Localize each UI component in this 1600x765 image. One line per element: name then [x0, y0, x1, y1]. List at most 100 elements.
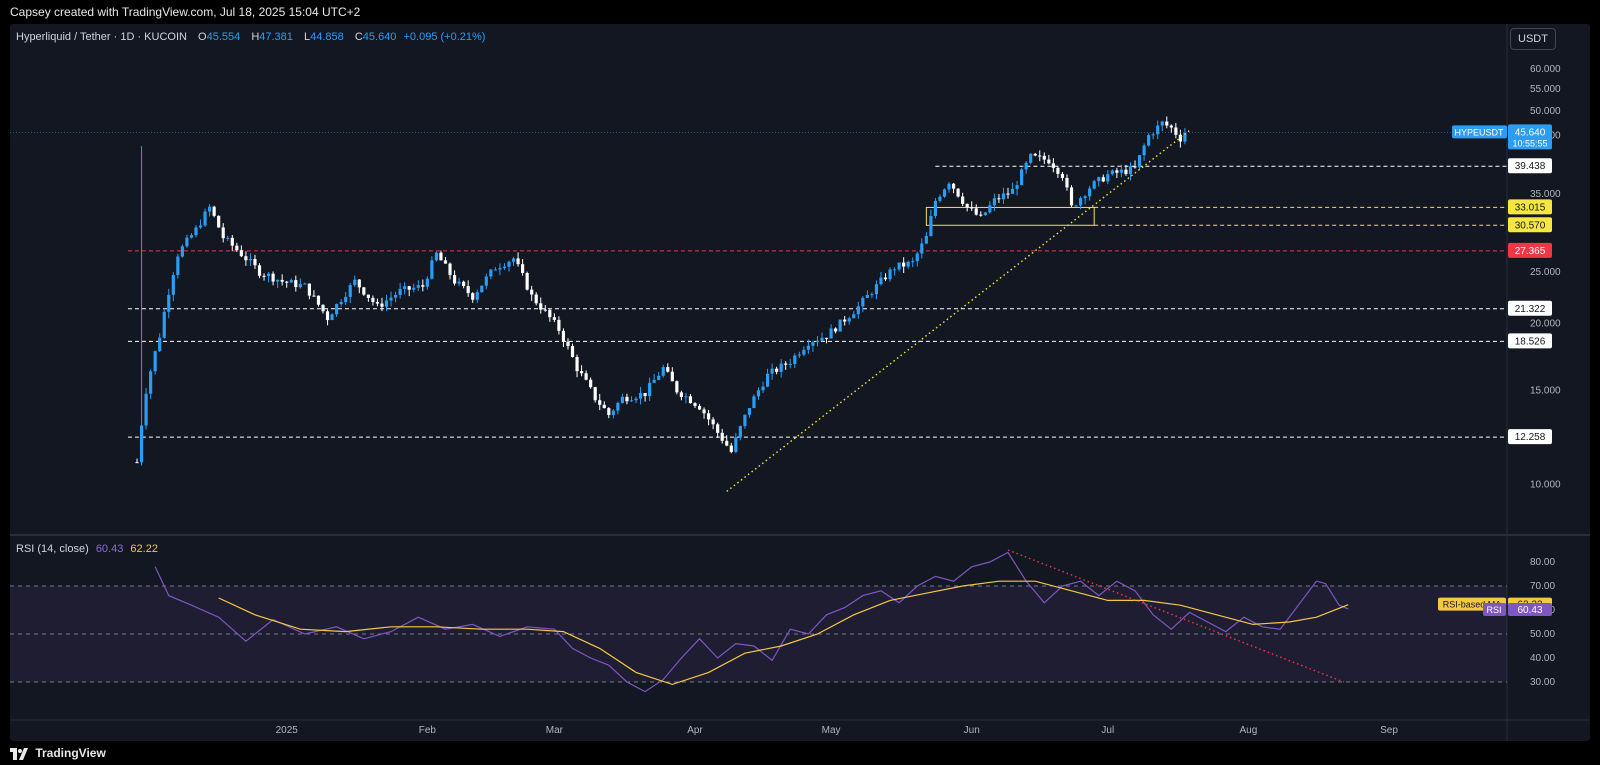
price-level-tag	[1508, 300, 1552, 316]
candle-body	[394, 294, 398, 298]
candle-body	[1083, 196, 1087, 199]
created-by-caption: Capsey created with TradingView.com, Jul…	[10, 5, 361, 19]
tradingview-logo[interactable]: TradingView	[10, 746, 106, 760]
candle-body	[257, 265, 262, 276]
candle-body	[303, 283, 307, 285]
symbol-title[interactable]: Hyperliquid / Tether · 1D · KUCOIN	[16, 31, 187, 43]
price-level-label: 33.015	[1515, 202, 1546, 213]
candle-body	[847, 318, 851, 322]
footer-brand: TradingView	[35, 746, 106, 760]
candle-body	[629, 400, 634, 402]
candle-body	[697, 405, 702, 410]
candle-body	[820, 337, 824, 341]
change-value: +0.095 (+0.21%)	[403, 31, 486, 43]
candle-body	[861, 297, 865, 307]
candle-body	[144, 393, 148, 426]
price-level-tag	[1508, 242, 1552, 258]
candle-body	[1051, 163, 1055, 168]
candle-body	[1074, 205, 1078, 207]
candle-body	[902, 262, 906, 267]
last-price-label: 45.640	[1515, 127, 1546, 138]
candle-body	[1092, 181, 1096, 189]
price-level-label: 27.365	[1515, 246, 1546, 257]
rsi-value-label: 60.43	[1517, 605, 1542, 616]
candle-body	[638, 392, 643, 399]
candle-body	[276, 279, 280, 282]
candle-body	[1065, 177, 1069, 188]
candle-body	[466, 286, 470, 294]
candle-body	[938, 196, 942, 201]
candle-body	[924, 235, 928, 244]
candle-body	[779, 363, 783, 372]
candle-body	[217, 215, 221, 228]
candle-body	[897, 262, 901, 270]
candle-body	[498, 268, 502, 270]
candle-body	[425, 278, 429, 287]
candle-body	[443, 260, 448, 264]
time-tick-label: Jul	[1101, 725, 1114, 736]
candle-body	[988, 205, 992, 213]
candle-body	[462, 281, 466, 287]
candle-body	[838, 319, 842, 332]
candle-body	[625, 396, 629, 402]
candle-body	[1156, 125, 1160, 135]
candle-body	[316, 295, 321, 305]
candle-body	[688, 396, 693, 404]
candle-body	[1015, 185, 1019, 189]
support-trendline	[726, 129, 1190, 492]
candle-body	[1038, 155, 1042, 157]
candle-body	[149, 371, 153, 394]
candle-body	[756, 390, 761, 397]
candle-body	[725, 440, 729, 446]
rsi-title[interactable]: RSI (14, close)	[16, 543, 89, 555]
candle-body	[870, 294, 874, 296]
candle-body	[856, 306, 860, 315]
currency-button[interactable]: USDT	[1510, 28, 1556, 50]
price-tick-label: 25.000	[1530, 267, 1561, 278]
candle-body	[979, 214, 983, 216]
candle-body	[802, 349, 806, 355]
rsi-value-tag	[1508, 602, 1552, 616]
chart-panel[interactable]: 10.00015.00020.00025.00035.00045.00050.0…	[10, 24, 1590, 741]
candle-body	[253, 259, 257, 266]
candle-body	[1033, 153, 1037, 156]
chart-canvas[interactable]: 10.00015.00020.00025.00035.00045.00050.0…	[10, 24, 1590, 741]
candle-body	[865, 294, 869, 298]
price-tick-label: 55.000	[1530, 84, 1561, 95]
footer-bar: TradingView	[0, 741, 1600, 765]
candle-body	[135, 462, 139, 464]
candle-body	[543, 309, 547, 311]
candle-body	[298, 283, 302, 288]
rsi-tag-label: RSI	[1486, 605, 1501, 615]
candle-body	[915, 253, 919, 262]
candle-body	[208, 206, 212, 212]
candle-body	[793, 355, 797, 364]
candle-body	[1101, 177, 1105, 182]
candle-body	[430, 260, 434, 279]
candle-body	[983, 212, 987, 216]
candle-body	[929, 215, 933, 236]
candle-body	[806, 345, 810, 350]
candle-body	[230, 237, 234, 246]
candle-body	[162, 311, 166, 338]
candle-body	[579, 371, 584, 374]
candle-body	[734, 437, 738, 452]
candle-body	[194, 227, 198, 236]
candle-body	[180, 246, 184, 257]
rsi-legend: RSI (14, close) 60.43 62.22	[16, 543, 158, 555]
candle-body	[824, 337, 829, 339]
candle-body	[1069, 187, 1074, 206]
candle-body	[1174, 127, 1178, 135]
candle-body	[416, 285, 420, 288]
rsi-tick-label: 70.00	[1530, 581, 1555, 592]
candle-body	[439, 252, 443, 261]
candle-body	[248, 259, 253, 261]
candle-body	[185, 237, 189, 247]
candle-body	[852, 314, 856, 319]
price-tick-label: 50.000	[1530, 106, 1561, 117]
candle-body	[398, 288, 402, 295]
candle-body	[176, 256, 180, 275]
candle-body	[348, 285, 352, 297]
tradingview-logo-icon	[10, 747, 28, 760]
candle-body	[335, 304, 339, 315]
